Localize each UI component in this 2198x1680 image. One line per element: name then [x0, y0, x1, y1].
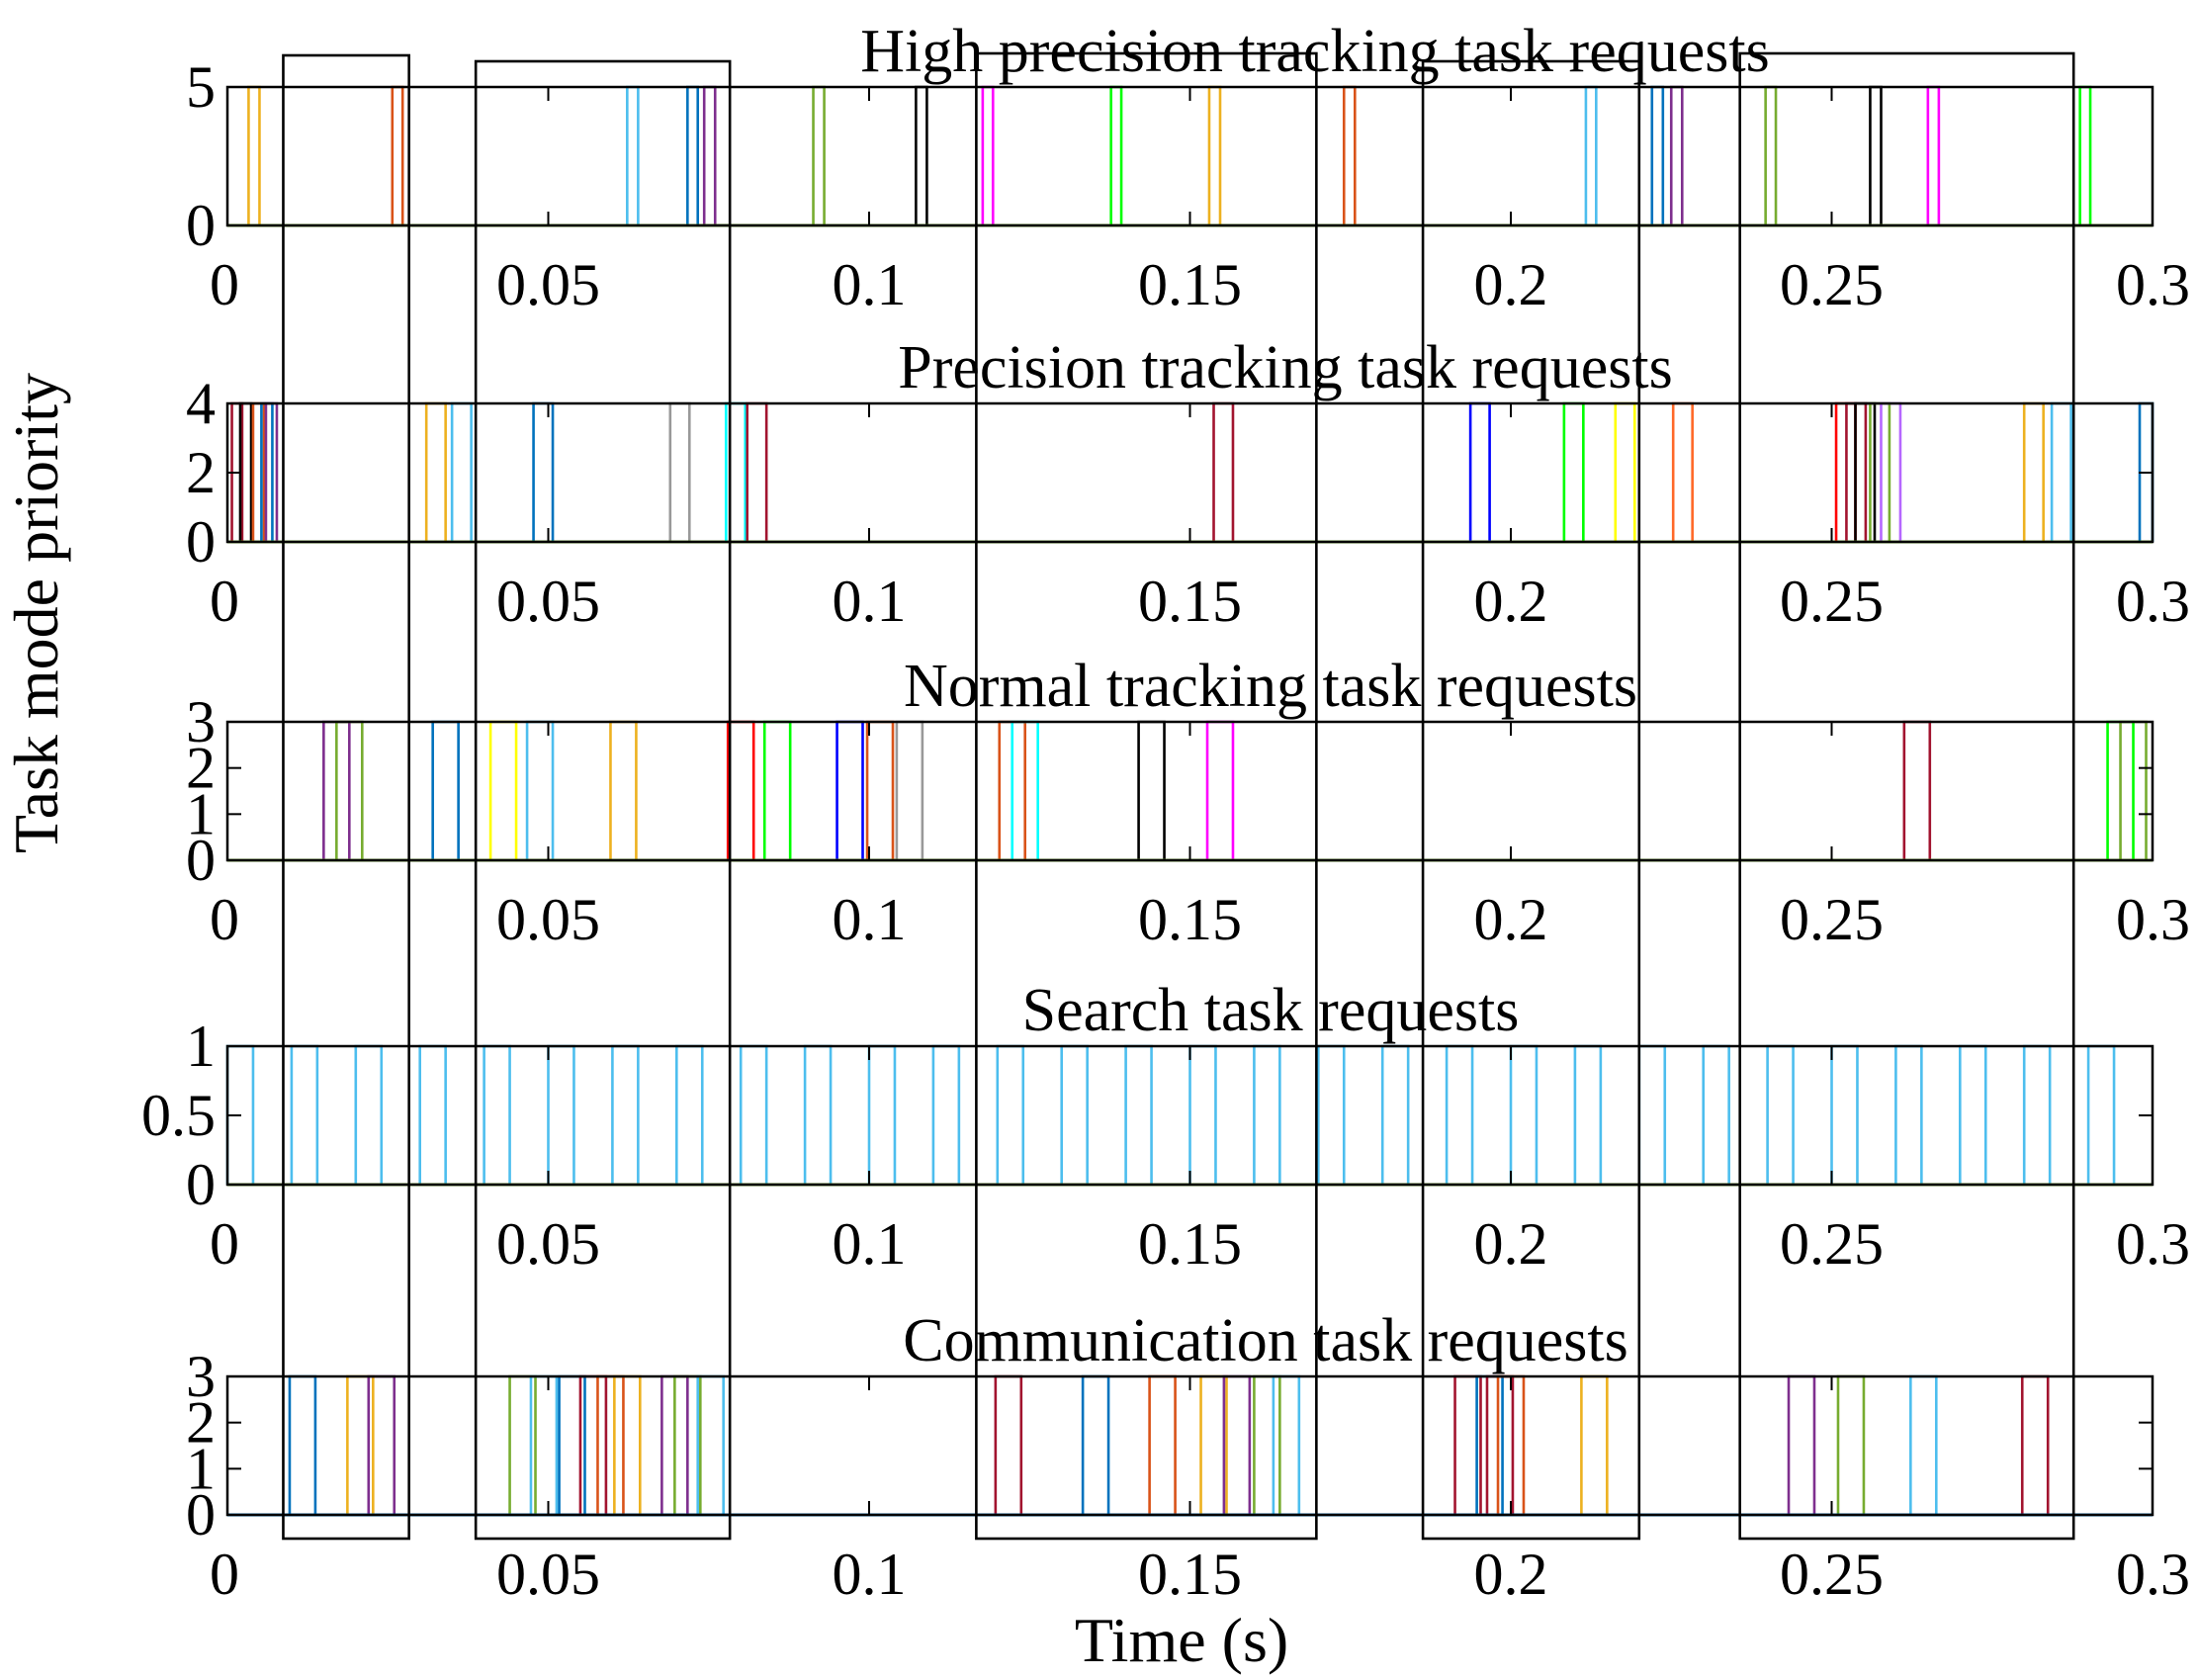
y-tick-label: 4 [186, 371, 216, 436]
x-tick-label: 0.15 [1138, 252, 1242, 317]
y-tick-label: 0 [186, 1482, 216, 1547]
x-tick-label: 0.25 [1780, 569, 1884, 634]
highlight-window-4 [1421, 59, 1641, 1541]
x-tick-label: 0.1 [833, 252, 907, 317]
subplot-title: Precision tracking task requests [898, 334, 1672, 401]
y-tick-label: 1 [186, 1436, 216, 1501]
x-tick-label: 0.3 [2116, 1211, 2190, 1277]
x-tick-label: 0.1 [833, 887, 907, 952]
x-tick-label: 0 [210, 569, 239, 634]
y-tick-label: 1 [186, 781, 216, 846]
y-tick-label: 0.5 [141, 1083, 216, 1148]
y-tick-label: 5 [186, 54, 216, 120]
highlight-window-2 [474, 59, 732, 1541]
y-tick-label: 0 [186, 509, 216, 575]
x-tick-label: 0.2 [1474, 1211, 1548, 1277]
highlight-window-3 [975, 51, 1318, 1541]
subplot-1: 0 5 0 0.05 0.1 0.15 0.2 0.25 0.3 High precision t… [186, 18, 2190, 317]
x-tick-label: 0.3 [2116, 887, 2190, 952]
y-axis-label: Task mode priority [1, 373, 71, 853]
subplot-title: High precision tracking task requests [860, 18, 1769, 85]
x-tick-label: 0 [210, 1542, 239, 1607]
x-tick-label: 0.05 [496, 1211, 600, 1277]
x-tick-label: 0.3 [2116, 569, 2190, 634]
x-tick-label: 0.2 [1474, 252, 1548, 317]
x-axis-label: Time (s) [1075, 1605, 1288, 1675]
x-tick-label: 0.15 [1138, 569, 1242, 634]
x-tick-label: 0.05 [496, 887, 600, 952]
y-tick-label: 3 [186, 1344, 216, 1409]
x-tick-label: 0.25 [1780, 252, 1884, 317]
subplot-stack: 0 5 0 0.05 0.1 0.15 0.2 0.25 0.3 High precision t… [141, 18, 2190, 1607]
x-tick-label: 0.15 [1138, 1542, 1242, 1607]
x-tick-label: 0 [210, 887, 239, 952]
x-tick-label: 0 [210, 1211, 239, 1277]
y-tick-label: 0 [186, 828, 216, 893]
x-tick-label: 0.05 [496, 252, 600, 317]
x-tick-label: 0.1 [833, 1211, 907, 1277]
x-tick-label: 0.05 [496, 1542, 600, 1607]
x-tick-label: 0.3 [2116, 1542, 2190, 1607]
highlight-window-1 [282, 53, 410, 1541]
x-tick-label: 0.1 [833, 1542, 907, 1607]
x-tick-label: 0.25 [1780, 1211, 1884, 1277]
highlight-windows [282, 51, 2075, 1541]
y-tick-label: 2 [186, 736, 216, 801]
x-tick-label: 0 [210, 252, 239, 317]
x-tick-label: 0.05 [496, 569, 600, 634]
highlight-window-5 [1738, 51, 2075, 1541]
y-tick-label: 1 [186, 1014, 216, 1079]
x-tick-label: 0.25 [1780, 1542, 1884, 1607]
x-tick-label: 0.1 [833, 569, 907, 634]
y-tick-label: 0 [186, 1152, 216, 1217]
y-tick-label: 0 [186, 193, 216, 258]
y-tick-label: 2 [186, 1390, 216, 1456]
subplot-title: Search task requests [1022, 977, 1520, 1044]
subplot-title: Communication task requests [903, 1307, 1628, 1374]
x-tick-label: 0.3 [2116, 252, 2190, 317]
x-tick-label: 0.2 [1474, 569, 1548, 634]
x-tick-label: 0.25 [1780, 887, 1884, 952]
x-tick-label: 0.15 [1138, 1211, 1242, 1277]
subplot-title: Normal tracking task requests [904, 653, 1637, 720]
x-tick-label: 0.2 [1474, 1542, 1548, 1607]
x-tick-label: 0.2 [1474, 887, 1548, 952]
y-tick-label: 3 [186, 689, 216, 754]
y-tick-label: 2 [186, 440, 216, 505]
x-tick-label: 0.15 [1138, 887, 1242, 952]
